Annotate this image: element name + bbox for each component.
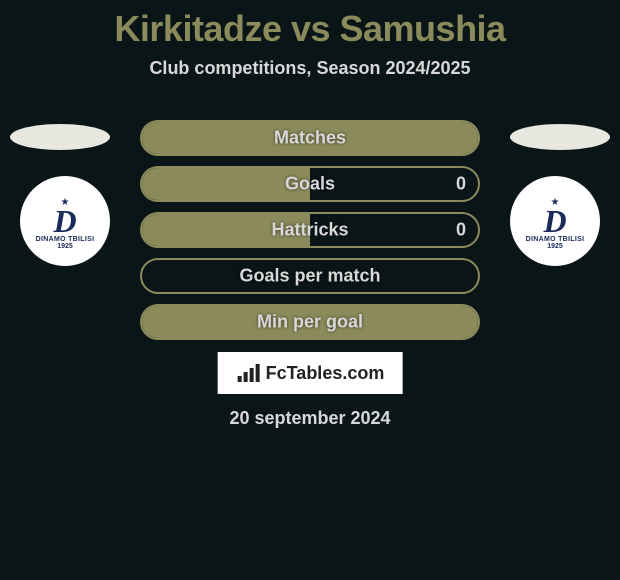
- footer-date: 20 september 2024: [229, 408, 390, 429]
- club-year-right: 1925: [547, 243, 563, 250]
- stat-bar-label: Matches: [274, 128, 346, 149]
- stats-bars: Matches Goals 0 Hattricks 0 Goals per ma…: [140, 120, 480, 350]
- stat-bar: Hattricks 0: [140, 212, 480, 248]
- stat-bar-label: Hattricks: [271, 220, 348, 241]
- stat-bar-value: 0: [456, 174, 466, 195]
- club-logo-right: ★ D DINAMO TBILISI 1925: [510, 176, 600, 266]
- stat-bar-label: Goals per match: [239, 266, 380, 287]
- player-left-avatar: [10, 124, 110, 150]
- club-logo-left: ★ D DINAMO TBILISI 1925: [20, 176, 110, 266]
- footer-brand: FcTables.com: [218, 352, 403, 394]
- stat-bar-label: Min per goal: [257, 312, 363, 333]
- stat-bar: Matches: [140, 120, 480, 156]
- stat-bar: Min per goal: [140, 304, 480, 340]
- club-initial: D: [53, 208, 76, 234]
- stat-bar-label: Goals: [285, 174, 335, 195]
- club-name-left: DINAMO TBILISI: [36, 236, 95, 243]
- footer-brand-text: FcTables.com: [266, 363, 385, 384]
- club-initial: D: [543, 208, 566, 234]
- page-subtitle: Club competitions, Season 2024/2025: [0, 58, 620, 79]
- club-name-right: DINAMO TBILISI: [526, 236, 585, 243]
- stat-bar-value: 0: [456, 220, 466, 241]
- bars-icon: [236, 362, 262, 384]
- stat-bar: Goals per match: [140, 258, 480, 294]
- stat-bar: Goals 0: [140, 166, 480, 202]
- page-title: Kirkitadze vs Samushia: [0, 0, 620, 50]
- club-year-left: 1925: [57, 243, 73, 250]
- player-right-avatar: [510, 124, 610, 150]
